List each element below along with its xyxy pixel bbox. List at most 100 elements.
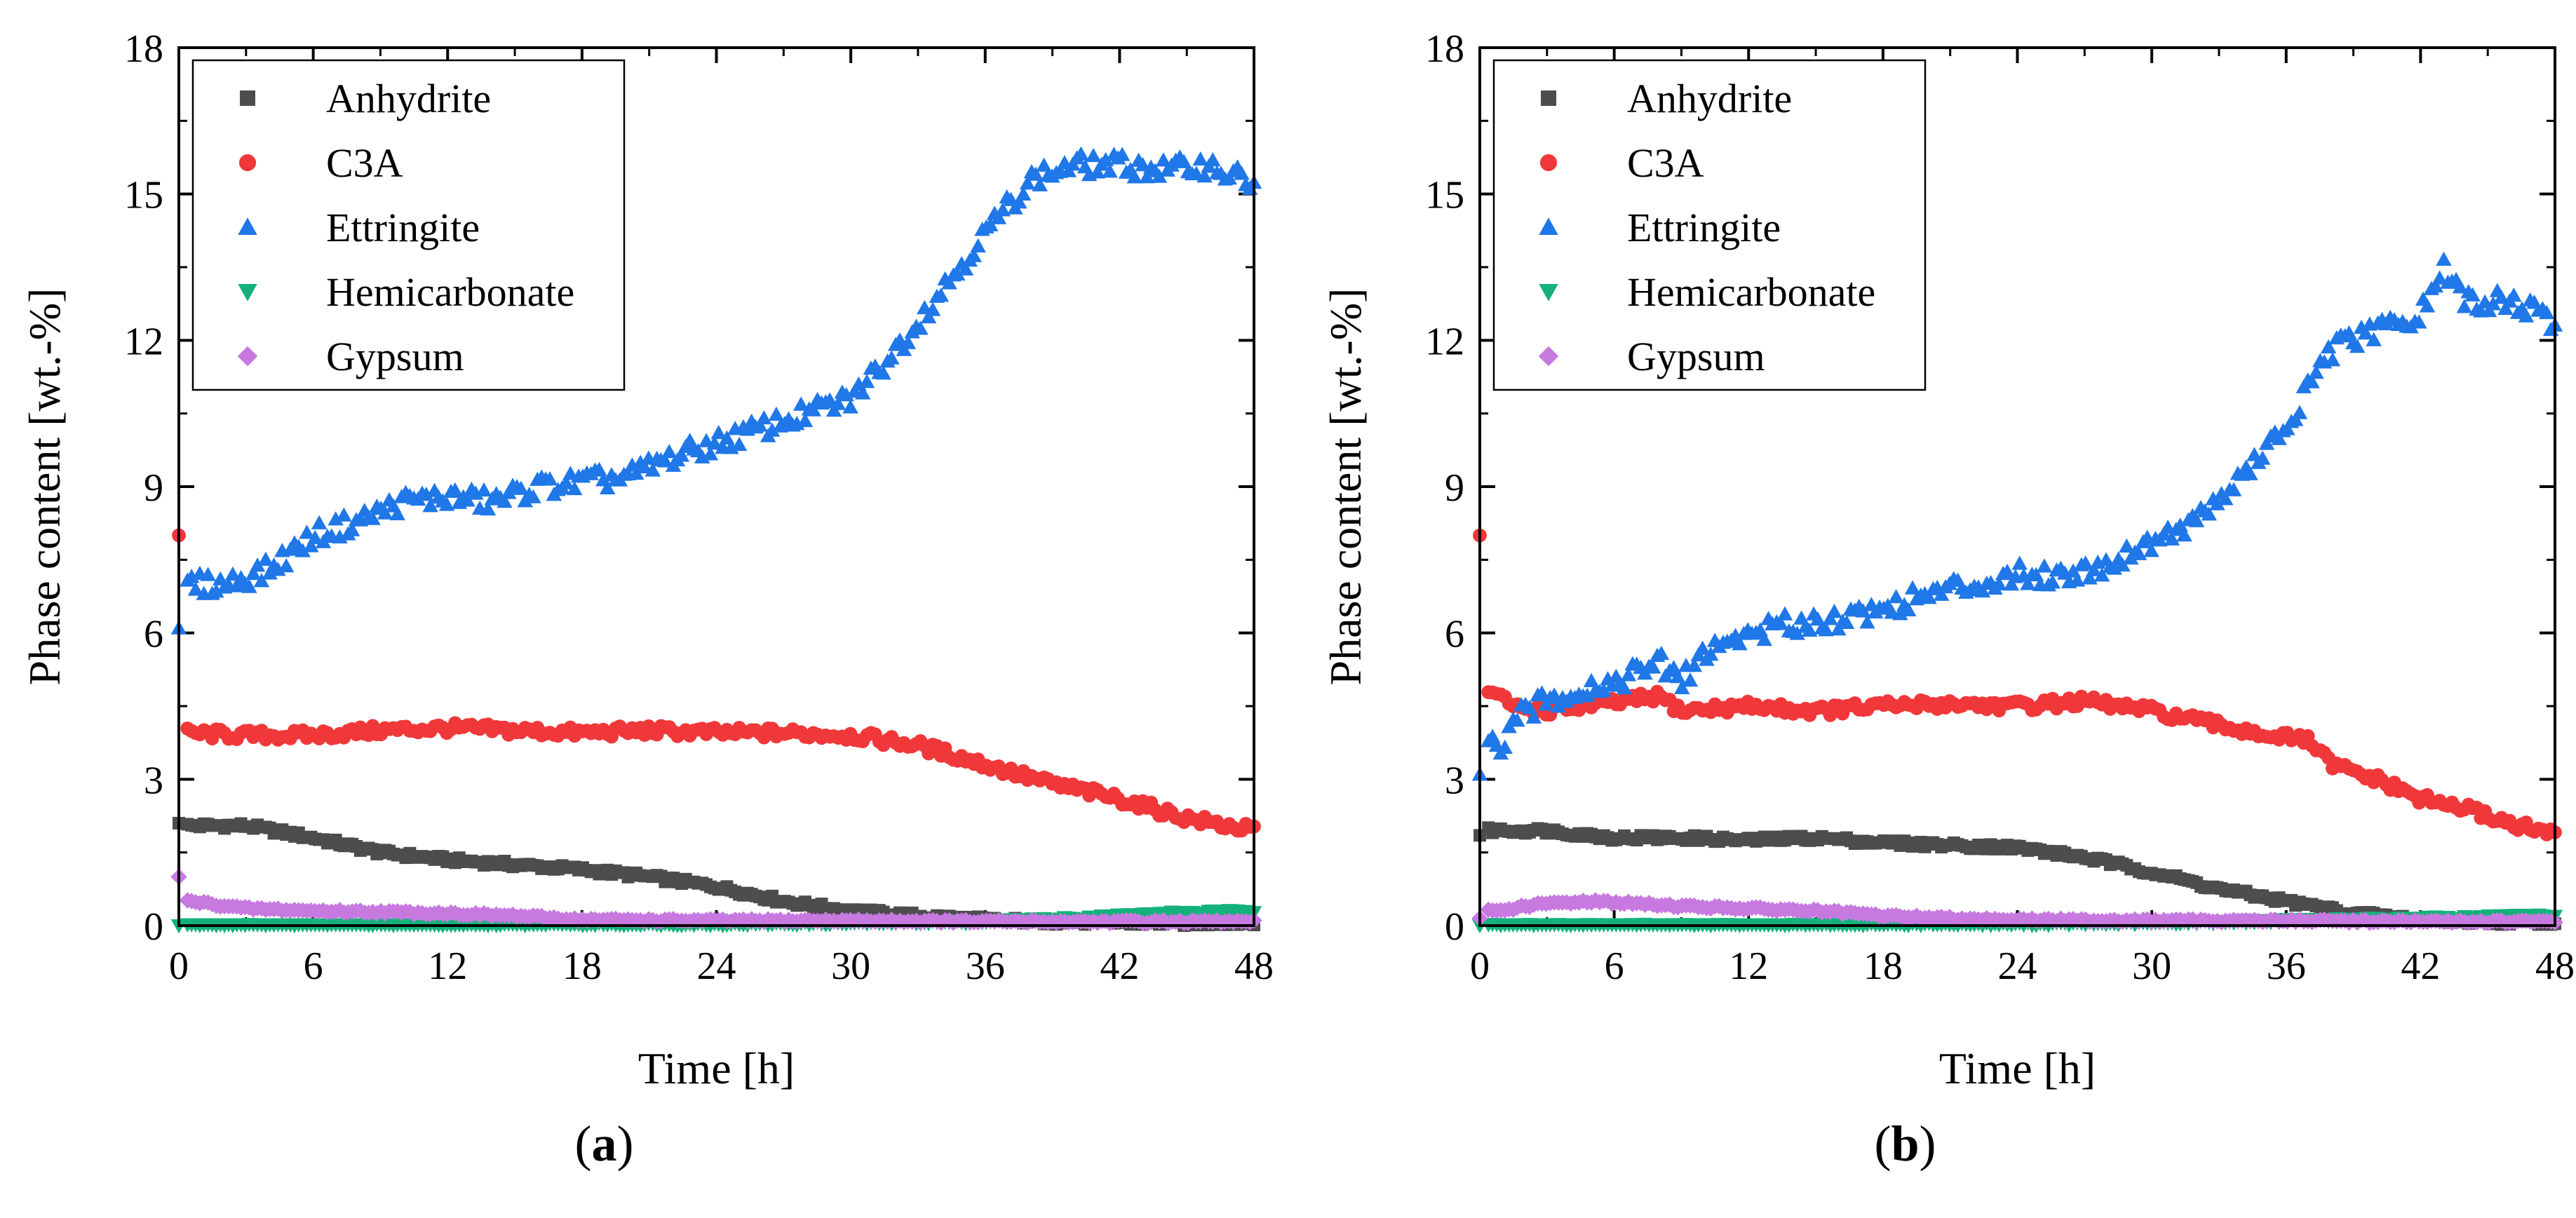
data-point <box>1234 165 1250 180</box>
data-point <box>1085 147 1102 163</box>
y-tick-label: 6 <box>144 613 163 656</box>
data-point <box>2115 557 2131 571</box>
data-point <box>990 210 1007 224</box>
legend-marker-anhydrite <box>1541 90 1556 106</box>
data-point <box>1098 151 1114 167</box>
data-point <box>2242 466 2258 480</box>
data-point <box>2452 279 2469 294</box>
data-point <box>1011 194 1027 209</box>
data-point <box>2143 543 2159 557</box>
data-point <box>854 385 871 400</box>
x-tick-label: 42 <box>1100 945 1139 988</box>
data-point <box>2366 332 2382 346</box>
data-point <box>645 462 661 477</box>
data-point <box>1027 166 1044 181</box>
legend-label-anhydrite: Anhydrite <box>326 76 491 121</box>
data-point <box>1818 622 1834 637</box>
data-point <box>1114 147 1131 161</box>
data-point <box>1999 563 2016 578</box>
plot-frame <box>1478 46 2556 927</box>
data-point <box>336 507 352 522</box>
data-point <box>1221 170 1238 185</box>
data-point <box>2209 496 2225 510</box>
data-point <box>558 475 574 489</box>
data-point <box>303 538 319 553</box>
data-point <box>2320 339 2337 354</box>
data-point <box>710 424 727 440</box>
data-point <box>1974 583 1991 598</box>
data-point <box>1036 157 1052 172</box>
data-point <box>377 505 393 520</box>
x-axis-label: Time [h] <box>638 1043 795 1093</box>
data-point <box>2188 513 2205 527</box>
data-point <box>1205 152 1221 167</box>
data-point <box>2164 531 2180 546</box>
legend-label-c3a: C3A <box>1627 140 1704 186</box>
data-point <box>2456 299 2473 313</box>
data-point <box>1579 687 1596 702</box>
data-point <box>1139 169 1155 184</box>
data-point <box>657 453 673 468</box>
legend-marker-ettringite <box>238 217 257 235</box>
series-gypsum <box>170 868 1262 932</box>
data-point <box>438 496 455 511</box>
data-point <box>838 387 854 402</box>
data-point <box>599 480 616 495</box>
data-point <box>200 567 216 581</box>
legend-marker-ettringite <box>1539 217 1558 235</box>
x-tick-label: 24 <box>697 945 736 988</box>
data-point <box>875 365 891 380</box>
data-point <box>2291 405 2308 419</box>
x-tick-label: 18 <box>1863 945 1903 988</box>
data-point <box>1991 576 2007 591</box>
data-point <box>2308 365 2324 379</box>
x-tick-label: 30 <box>2132 945 2171 988</box>
data-point <box>1756 631 1772 647</box>
data-point <box>636 459 653 474</box>
data-point <box>1509 712 1525 727</box>
legend: Anhydrite C3A Ettringite Hemicarbonate Gypsu… <box>191 59 626 391</box>
legend-marker-anhydrite <box>240 90 255 106</box>
data-point <box>970 238 986 252</box>
y-axis-label: Phase content [wt.-%] <box>20 288 69 686</box>
legend-label-ettringite: Ettringite <box>1627 205 1781 250</box>
data-point <box>924 302 941 316</box>
data-point <box>480 501 497 516</box>
data-point <box>1686 658 1703 672</box>
data-point <box>224 566 241 581</box>
data-point <box>2410 314 2427 329</box>
data-point <box>1682 672 1699 687</box>
data-point <box>2464 287 2481 302</box>
data-point <box>299 525 315 539</box>
data-point <box>842 399 858 414</box>
data-point <box>2044 574 2061 589</box>
y-tick-label: 15 <box>124 174 163 217</box>
y-tick-label: 18 <box>124 27 163 71</box>
data-point <box>1826 603 1842 618</box>
y-tick-label: 0 <box>1445 905 1464 949</box>
data-point <box>307 529 323 544</box>
data-point <box>447 482 464 496</box>
legend-label-gypsum: Gypsum <box>1627 334 1765 379</box>
x-tick-label: 12 <box>1729 945 1768 988</box>
data-point <box>249 557 266 572</box>
data-point <box>752 417 768 432</box>
data-point <box>768 406 785 421</box>
data-point <box>1501 719 1517 733</box>
x-tick-label: 36 <box>966 945 1005 988</box>
data-point <box>1933 586 1950 601</box>
legend-marker-c3a <box>238 154 257 172</box>
data-point <box>241 578 257 593</box>
data-point <box>1102 163 1118 178</box>
data-point <box>418 487 435 501</box>
data-point <box>2497 300 2514 316</box>
data-point <box>2069 572 2086 587</box>
data-point <box>2258 435 2275 450</box>
data-point <box>2225 482 2242 496</box>
data-point <box>1126 169 1142 184</box>
data-point <box>2485 296 2502 311</box>
x-tick-label: 42 <box>2401 945 2440 988</box>
data-point <box>1653 645 1670 661</box>
data-point <box>497 493 513 508</box>
data-point <box>2218 491 2234 506</box>
